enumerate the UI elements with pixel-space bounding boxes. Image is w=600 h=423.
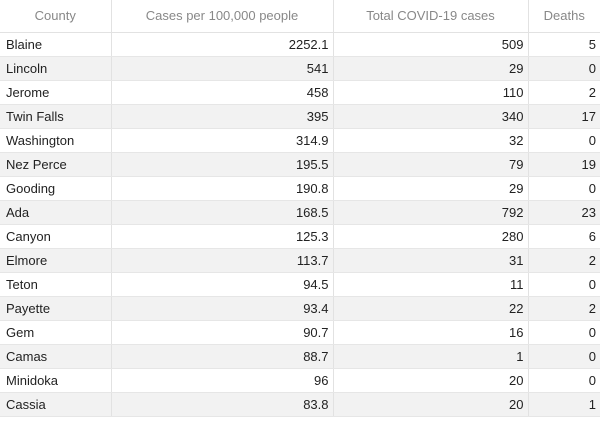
cases-per-100k-cell: 88.7: [111, 344, 334, 369]
cases-per-100k-cell: 125.3: [111, 224, 334, 249]
deaths-cell: 5: [528, 32, 600, 57]
deaths-cell: 17: [528, 104, 600, 129]
table-row: Canyon 125.3 280 6: [0, 224, 600, 249]
cases-per-100k-cell: 94.5: [111, 272, 334, 297]
cases-per-100k-cell: 90.7: [111, 320, 334, 345]
table-row: Twin Falls 395 340 17: [0, 104, 600, 129]
cases-per-100k-cell: 541: [111, 56, 334, 81]
deaths-cell: 0: [528, 344, 600, 369]
table-row: Cassia 83.8 20 1: [0, 392, 600, 417]
total-cases-cell: 340: [333, 104, 529, 129]
total-cases-cell: 20: [333, 392, 529, 417]
total-cases-cell: 110: [333, 80, 529, 105]
county-cell: Payette: [0, 296, 112, 321]
table-row: Gooding 190.8 29 0: [0, 176, 600, 201]
deaths-cell: 0: [528, 128, 600, 153]
total-cases-cell: 32: [333, 128, 529, 153]
deaths-cell: 1: [528, 392, 600, 417]
county-cell: Washington: [0, 128, 112, 153]
table-row: Minidoka 96 20 0: [0, 368, 600, 393]
table-row: Lincoln 541 29 0: [0, 56, 600, 81]
cases-per-100k-cell: 96: [111, 368, 334, 393]
county-cell: Nez Perce: [0, 152, 112, 177]
deaths-cell: 2: [528, 296, 600, 321]
county-cell: Cassia: [0, 392, 112, 417]
total-cases-cell: 509: [333, 32, 529, 57]
cases-per-100k-cell: 314.9: [111, 128, 334, 153]
total-cases-cell: 792: [333, 200, 529, 225]
table-header-row: County Cases per 100,000 people Total CO…: [0, 0, 600, 33]
cases-per-100k-cell: 93.4: [111, 296, 334, 321]
table-row: Payette 93.4 22 2: [0, 296, 600, 321]
deaths-cell: 0: [528, 368, 600, 393]
cases-per-100k-cell: 458: [111, 80, 334, 105]
total-cases-cell: 16: [333, 320, 529, 345]
cases-per-100k-cell: 2252.1: [111, 32, 334, 57]
total-cases-cell: 22: [333, 296, 529, 321]
total-cases-cell: 29: [333, 176, 529, 201]
total-cases-cell: 280: [333, 224, 529, 249]
county-cell: Lincoln: [0, 56, 112, 81]
total-cases-cell: 11: [333, 272, 529, 297]
county-cell: Jerome: [0, 80, 112, 105]
header-total-cases[interactable]: Total COVID-19 cases: [333, 0, 529, 33]
table-row: Teton 94.5 11 0: [0, 272, 600, 297]
county-cell: Elmore: [0, 248, 112, 273]
deaths-cell: 2: [528, 80, 600, 105]
total-cases-cell: 31: [333, 248, 529, 273]
county-cell: Canyon: [0, 224, 112, 249]
total-cases-cell: 20: [333, 368, 529, 393]
cases-per-100k-cell: 190.8: [111, 176, 334, 201]
table-row: Washington 314.9 32 0: [0, 128, 600, 153]
table-row: Jerome 458 110 2: [0, 80, 600, 105]
header-county[interactable]: County: [0, 0, 112, 33]
table-row: Camas 88.7 1 0: [0, 344, 600, 369]
table-row: Gem 90.7 16 0: [0, 320, 600, 345]
total-cases-cell: 29: [333, 56, 529, 81]
cases-per-100k-cell: 395: [111, 104, 334, 129]
deaths-cell: 19: [528, 152, 600, 177]
total-cases-cell: 79: [333, 152, 529, 177]
cases-per-100k-cell: 83.8: [111, 392, 334, 417]
header-cases-per-100k[interactable]: Cases per 100,000 people: [111, 0, 334, 33]
deaths-cell: 23: [528, 200, 600, 225]
table-row: Nez Perce 195.5 79 19: [0, 152, 600, 177]
table-row: Elmore 113.7 31 2: [0, 248, 600, 273]
county-cell: Gem: [0, 320, 112, 345]
county-cell: Twin Falls: [0, 104, 112, 129]
cases-per-100k-cell: 195.5: [111, 152, 334, 177]
header-deaths[interactable]: Deaths: [528, 0, 600, 33]
county-cell: Minidoka: [0, 368, 112, 393]
cases-per-100k-cell: 168.5: [111, 200, 334, 225]
county-cell: Camas: [0, 344, 112, 369]
deaths-cell: 6: [528, 224, 600, 249]
cases-per-100k-cell: 113.7: [111, 248, 334, 273]
deaths-cell: 0: [528, 176, 600, 201]
deaths-cell: 0: [528, 56, 600, 81]
county-cell: Gooding: [0, 176, 112, 201]
deaths-cell: 0: [528, 320, 600, 345]
deaths-cell: 0: [528, 272, 600, 297]
table-row: Ada 168.5 792 23: [0, 200, 600, 225]
county-cell: Teton: [0, 272, 112, 297]
deaths-cell: 2: [528, 248, 600, 273]
county-cell: Ada: [0, 200, 112, 225]
total-cases-cell: 1: [333, 344, 529, 369]
table-row: Blaine 2252.1 509 5: [0, 32, 600, 57]
county-cell: Blaine: [0, 32, 112, 57]
